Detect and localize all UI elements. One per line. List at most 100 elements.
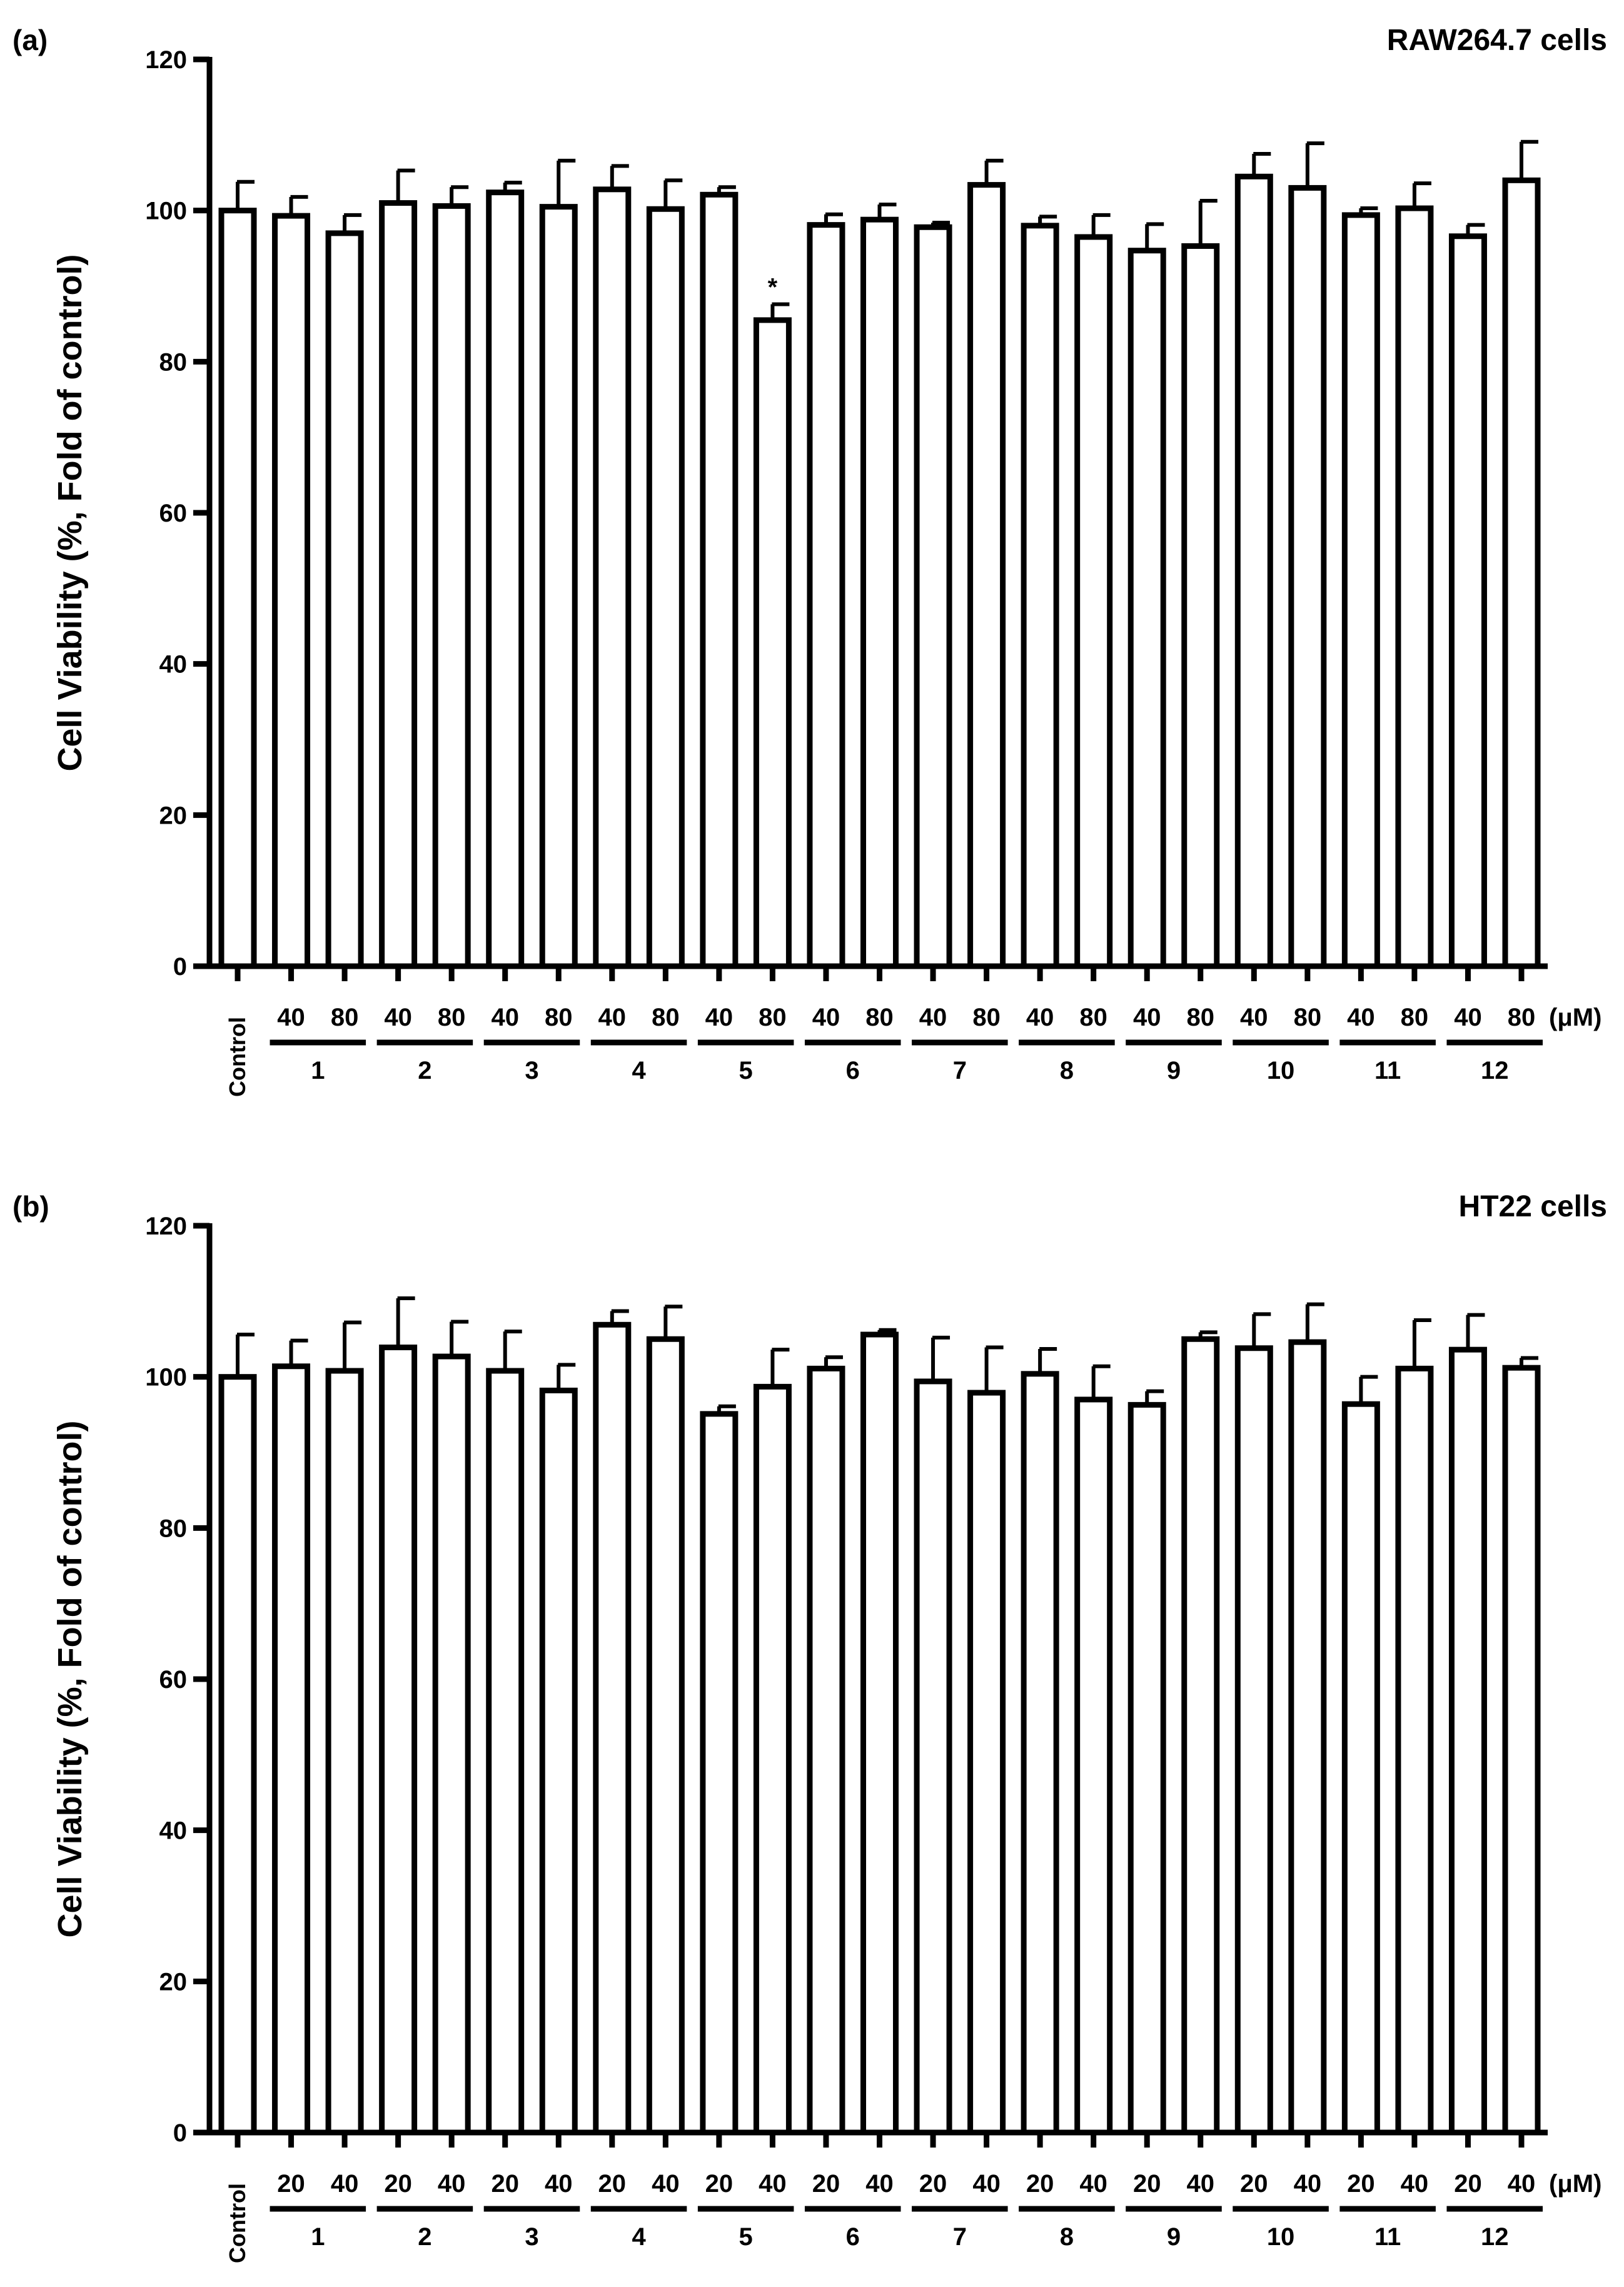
y-tick-label: 100 <box>145 198 187 225</box>
y-tick-label: 80 <box>159 348 188 376</box>
bar <box>486 189 525 969</box>
unit-label: (μM) <box>1549 1004 1601 1031</box>
bar <box>860 1331 899 2136</box>
dose-label: 80 <box>972 1004 1001 1031</box>
group-label: 2 <box>418 1057 431 1084</box>
bar <box>753 1383 792 2136</box>
group-label: 11 <box>1374 1057 1401 1084</box>
dose-label: 20 <box>1026 2170 1054 2198</box>
bar <box>1021 223 1059 969</box>
bar <box>753 317 792 969</box>
dose-label: 40 <box>331 2170 359 2198</box>
y-tick-label: 0 <box>173 953 187 981</box>
bar <box>914 1378 952 2136</box>
y-tick-label: 40 <box>159 1817 188 1845</box>
dose-label: 80 <box>331 1004 359 1031</box>
dose-label: 20 <box>1454 2170 1482 2198</box>
bar <box>1074 1396 1113 2136</box>
group-label: 2 <box>418 2223 431 2251</box>
dose-label: 40 <box>1240 1004 1268 1031</box>
dose-label: 40 <box>1347 1004 1375 1031</box>
dose-label: 20 <box>491 2170 519 2198</box>
bar <box>1288 1339 1327 2136</box>
bar <box>325 1368 364 2136</box>
bar <box>967 1390 1006 2136</box>
bar <box>1234 1345 1273 2136</box>
dose-label: 80 <box>1401 1004 1429 1031</box>
bar <box>539 204 578 969</box>
y-tick-label: 40 <box>159 651 188 679</box>
group-label: 1 <box>311 2223 325 2251</box>
group-label: 7 <box>953 1057 967 1084</box>
dose-label: 40 <box>1026 1004 1054 1031</box>
bar <box>967 182 1006 969</box>
y-tick-label: 60 <box>159 500 188 527</box>
dose-label: 40 <box>1294 2170 1322 2198</box>
group-label: 10 <box>1267 1057 1295 1084</box>
group-label: 9 <box>1167 1057 1181 1084</box>
bar <box>325 230 364 969</box>
bar <box>1127 248 1166 969</box>
group-label: 12 <box>1481 2223 1509 2251</box>
bar <box>1341 212 1380 969</box>
y-tick-label: 100 <box>145 1364 187 1391</box>
dose-label: 20 <box>1133 2170 1161 2198</box>
chart-title: HT22 cells <box>1459 1190 1607 1223</box>
group-label: 8 <box>1060 1057 1074 1084</box>
bar <box>272 1363 311 2136</box>
bar <box>379 1345 418 2136</box>
dose-label: 40 <box>438 2170 466 2198</box>
bar <box>646 206 685 969</box>
panel-label: (a) <box>13 24 48 56</box>
group-label: 4 <box>632 2223 646 2251</box>
dose-label: 40 <box>491 1004 519 1031</box>
group-label: 6 <box>846 2223 860 2251</box>
dose-label: 40 <box>1079 2170 1107 2198</box>
y-axis-label: Cell Viability (%, Fold of control) <box>51 1420 89 1937</box>
panel-label: (b) <box>13 1190 49 1223</box>
bar <box>860 216 899 969</box>
group-label: 8 <box>1060 2223 1074 2251</box>
bar <box>432 1353 471 2136</box>
bar <box>807 1365 845 2136</box>
bar <box>1448 233 1487 969</box>
bar <box>432 203 471 969</box>
bar <box>539 1387 578 2136</box>
bar <box>1234 173 1273 969</box>
bar <box>700 191 739 969</box>
group-label: 11 <box>1374 2223 1401 2251</box>
bar <box>1395 205 1434 969</box>
y-tick-label: 60 <box>159 1666 188 1694</box>
bar <box>486 1368 525 2136</box>
y-tick-label: 20 <box>159 802 188 829</box>
group-label: 12 <box>1481 1057 1509 1084</box>
dose-label: 40 <box>759 2170 787 2198</box>
dose-label: 40 <box>1454 1004 1482 1031</box>
dose-label: 40 <box>919 1004 947 1031</box>
bar <box>1021 1371 1059 2136</box>
y-tick-label: 0 <box>173 2119 187 2147</box>
dose-label: 80 <box>759 1004 787 1031</box>
control-label: Control <box>224 2183 250 2263</box>
y-tick-label: 20 <box>159 1968 188 1996</box>
bar <box>1502 177 1541 969</box>
group-label: 3 <box>525 1057 538 1084</box>
bar <box>379 200 418 969</box>
dose-label: 40 <box>384 1004 412 1031</box>
y-tick-label: 120 <box>145 46 187 74</box>
dose-label: 40 <box>1133 1004 1161 1031</box>
bar <box>218 1374 257 2136</box>
chart-panel-a: (a) RAW264.7 cells Cell Viability (%, Fold… <box>13 24 1607 1097</box>
bar <box>593 186 632 969</box>
dose-label: 80 <box>1187 1004 1215 1031</box>
dose-label: 80 <box>1508 1004 1536 1031</box>
group-label: 3 <box>525 2223 538 2251</box>
y-tick-label: 120 <box>145 1213 187 1240</box>
y-tick-label: 80 <box>159 1515 188 1542</box>
bar <box>700 1411 739 2136</box>
bar <box>1288 184 1327 969</box>
dose-label: 80 <box>438 1004 466 1031</box>
dose-label: 20 <box>277 2170 305 2198</box>
dose-label: 40 <box>705 1004 734 1031</box>
dose-label: 20 <box>1347 2170 1375 2198</box>
